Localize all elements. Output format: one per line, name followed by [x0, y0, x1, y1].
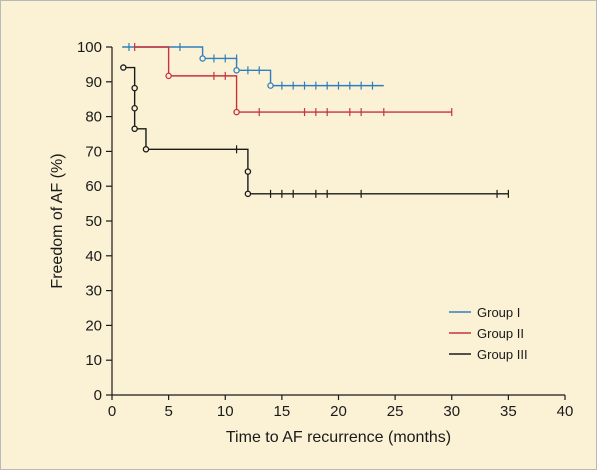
legend-label: Group III — [477, 347, 528, 362]
y-tick-label: 0 — [94, 387, 102, 404]
y-tick-label: 100 — [77, 39, 102, 56]
event-marker — [165, 72, 172, 80]
event-marker — [267, 82, 274, 89]
x-tick-label: 35 — [500, 403, 517, 420]
y-tick-label: 90 — [85, 74, 102, 91]
x-tick-label: 15 — [274, 403, 291, 420]
legend-label: Group I — [477, 305, 520, 320]
series-line — [134, 46, 452, 113]
event-marker — [120, 64, 127, 71]
event-marker — [131, 104, 138, 112]
event-marker — [233, 108, 240, 116]
legend-label: Group II — [477, 326, 524, 341]
y-tick-label: 50 — [85, 213, 102, 230]
event-marker — [142, 146, 150, 153]
event-marker — [199, 55, 206, 62]
x-tick-label: 25 — [387, 403, 404, 420]
axes — [111, 47, 565, 396]
y-tick-label: 10 — [85, 352, 102, 369]
x-tick-label: 5 — [164, 403, 172, 420]
x-axis-label: Time to AF recurrence (months) — [226, 429, 451, 446]
series-line — [123, 66, 509, 195]
y-tick-label: 40 — [85, 248, 102, 265]
x-tick-label: 30 — [443, 403, 460, 420]
y-tick-label: 20 — [85, 317, 102, 334]
x-tick-label: 20 — [330, 403, 347, 420]
y-tick-label: 30 — [85, 283, 102, 300]
x-tick-label: 40 — [557, 403, 574, 420]
series-layer — [120, 43, 509, 198]
x-tick-label: 0 — [108, 403, 116, 420]
event-marker — [244, 190, 252, 198]
y-tick-label: 80 — [85, 109, 102, 126]
y-axis-label: Freedom of AF (%) — [49, 153, 66, 288]
y-tick-label: 60 — [85, 178, 102, 195]
event-marker — [131, 84, 138, 92]
series-line — [122, 46, 384, 87]
event-marker — [131, 125, 138, 133]
y-tick-label: 70 — [85, 143, 102, 160]
event-marker — [244, 168, 252, 175]
event-marker — [233, 67, 240, 74]
x-ticks: 0 5 10 15 20 25 30 35 40 — [108, 395, 574, 420]
series-3 — [120, 64, 509, 198]
legend: Group I Group II Group III — [449, 305, 528, 362]
x-tick-label: 10 — [217, 403, 234, 420]
series-1 — [122, 43, 384, 90]
series-2 — [134, 43, 453, 117]
y-ticks: 0 10 20 30 40 50 60 70 80 90 100 — [77, 39, 112, 404]
